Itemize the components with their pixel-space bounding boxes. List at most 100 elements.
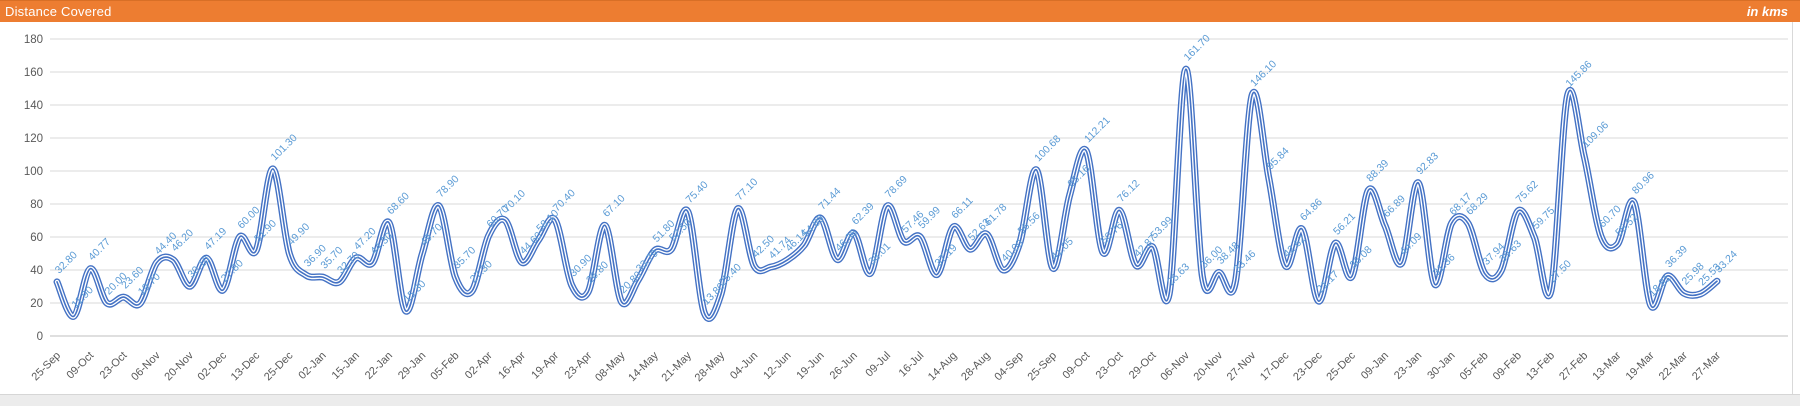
x-axis-label: 25-Sep xyxy=(1026,350,1060,384)
chart-unit-label: in kms xyxy=(1746,4,1788,19)
x-axis-label: 23-Oct xyxy=(1094,350,1126,382)
data-point-label-text: 32.80 xyxy=(53,249,80,276)
data-point-label: 25.40 xyxy=(717,261,744,288)
data-point-label-text: 46.20 xyxy=(169,227,196,254)
data-point-label: 49.70 xyxy=(418,221,445,248)
data-point-label: 36.08 xyxy=(1348,244,1375,271)
data-point-label: 33.24 xyxy=(1713,248,1740,275)
x-axis-label: 19-Mar xyxy=(1624,349,1657,382)
x-axis-label: 04-Jun xyxy=(728,350,760,382)
x-axis-label: 13-Dec xyxy=(229,349,263,383)
data-point-label: 41.05 xyxy=(1049,235,1076,262)
x-axis-label: 23-Dec xyxy=(1291,349,1325,383)
data-point-label-text: 78.90 xyxy=(435,173,462,200)
data-point-label: 49.90 xyxy=(285,221,312,248)
data-point-label: 27.30 xyxy=(468,258,495,285)
data-point-label-text: 56.56 xyxy=(1016,210,1043,237)
y-axis-label: 20 xyxy=(30,298,43,310)
data-point-label-text: 109.06 xyxy=(1580,119,1611,150)
x-axis-label: 19-Jun xyxy=(794,350,826,382)
data-point-label-text: 146.10 xyxy=(1248,58,1279,89)
panel-bottom-strip xyxy=(0,394,1800,406)
data-point-label-text: 49.70 xyxy=(418,221,445,248)
gridlines xyxy=(50,38,1788,337)
data-point-label-text: 76.12 xyxy=(1115,178,1142,205)
data-point-label: 77.10 xyxy=(733,176,760,203)
data-point-label-text: 40.77 xyxy=(86,236,113,263)
data-series-line xyxy=(53,65,1721,322)
data-point-label: 61.78 xyxy=(982,201,1009,228)
x-axis-label: 28-May xyxy=(693,349,728,384)
y-axis-label: 140 xyxy=(24,100,43,112)
data-point-label-text: 59.99 xyxy=(916,204,943,231)
x-axis-label: 09-Jul xyxy=(863,350,893,380)
data-point-label-text: 101.30 xyxy=(269,132,300,163)
data-point-label: 67.10 xyxy=(601,192,628,219)
data-point-label: 39.63 xyxy=(1497,238,1524,265)
x-axis-label: 23-Oct xyxy=(98,350,130,382)
data-point-label-text: 112.21 xyxy=(1082,114,1113,145)
x-axis-label: 04-Sep xyxy=(992,350,1026,384)
data-point-label-text: 41.05 xyxy=(1049,235,1076,262)
data-point-label-text: 31.36 xyxy=(1431,251,1458,278)
data-point-label: 71.44 xyxy=(816,185,843,212)
data-point-label-text: 21.17 xyxy=(1314,268,1341,295)
data-point-label: 31.36 xyxy=(1431,251,1458,278)
y-axis-label: 100 xyxy=(24,166,43,178)
x-axis-label: 06-Nov xyxy=(129,349,163,383)
data-point-label-text: 49.90 xyxy=(285,221,312,248)
data-point-label: 59.75 xyxy=(1530,205,1557,232)
x-axis-label: 22-Mar xyxy=(1657,349,1690,382)
data-point-label: 47.19 xyxy=(202,225,229,252)
panel-right-border xyxy=(1792,22,1793,394)
data-point-label: 75.62 xyxy=(1514,178,1541,205)
x-axis-label: 05-Feb xyxy=(428,350,461,383)
data-point-label-text: 39.63 xyxy=(1497,238,1524,265)
data-point-label-text: 67.10 xyxy=(601,192,628,219)
x-axis-label: 20-Nov xyxy=(162,349,196,383)
data-point-label: 66.89 xyxy=(1381,193,1408,220)
x-axis-label: 25-Sep xyxy=(30,350,64,384)
data-point-label-text: 70.10 xyxy=(501,187,528,214)
data-point-label: 59.99 xyxy=(916,204,943,231)
data-point-label-text: 27.30 xyxy=(468,258,495,285)
x-axis-label: 28-Aug xyxy=(959,350,993,384)
data-point-label: 27.80 xyxy=(219,257,246,284)
x-axis-label: 21-May xyxy=(659,349,694,384)
data-point-label: 51.90 xyxy=(252,218,279,245)
data-point-label: 36.39 xyxy=(1663,243,1690,270)
x-axis-label: 20-Nov xyxy=(1192,349,1226,383)
data-point-label: 75.40 xyxy=(684,179,711,206)
data-point-label-text: 77.10 xyxy=(733,176,760,203)
x-axis-label: 19-Apr xyxy=(529,349,561,381)
data-point-label-text: 59.75 xyxy=(1530,205,1557,232)
x-axis-label: 02-Jan xyxy=(296,350,328,382)
x-axis-label: 08-May xyxy=(593,349,628,384)
data-point-label: 76.12 xyxy=(1115,178,1142,205)
x-axis-label: 13-Mar xyxy=(1590,349,1623,382)
data-point-label-text: 145.86 xyxy=(1563,58,1594,89)
data-point-label-text: 92.83 xyxy=(1414,150,1441,177)
x-axis-label: 02-Dec xyxy=(196,349,230,383)
x-axis-label: 09-Jan xyxy=(1359,350,1391,382)
data-point-label: 80.96 xyxy=(1630,170,1657,197)
x-axis-label: 09-Oct xyxy=(1060,350,1092,382)
data-point-label-text: 47.19 xyxy=(202,225,229,252)
data-point-label-text: 75.62 xyxy=(1514,178,1541,205)
data-point-label-text: 66.89 xyxy=(1381,193,1408,220)
x-axis-label: 12-Jun xyxy=(761,350,793,382)
data-point-label-text: 36.08 xyxy=(1348,244,1375,271)
data-point-label: 11.90 xyxy=(69,284,96,311)
y-axis-label: 60 xyxy=(30,232,43,244)
data-point-label: 44.09 xyxy=(1397,230,1424,257)
x-axis-label: 15-Jan xyxy=(330,350,362,382)
x-axis-label: 09-Oct xyxy=(64,350,96,382)
data-point-label-text: 44.09 xyxy=(1397,230,1424,257)
data-point-label: 38.01 xyxy=(866,240,893,267)
data-point-label: 70.10 xyxy=(501,187,528,214)
data-point-label: 101.30 xyxy=(269,132,300,163)
data-point-label: 56.56 xyxy=(1016,210,1043,237)
chart-header: Distance Covered in kms xyxy=(0,0,1800,22)
data-point-label: 21.17 xyxy=(1314,268,1341,295)
